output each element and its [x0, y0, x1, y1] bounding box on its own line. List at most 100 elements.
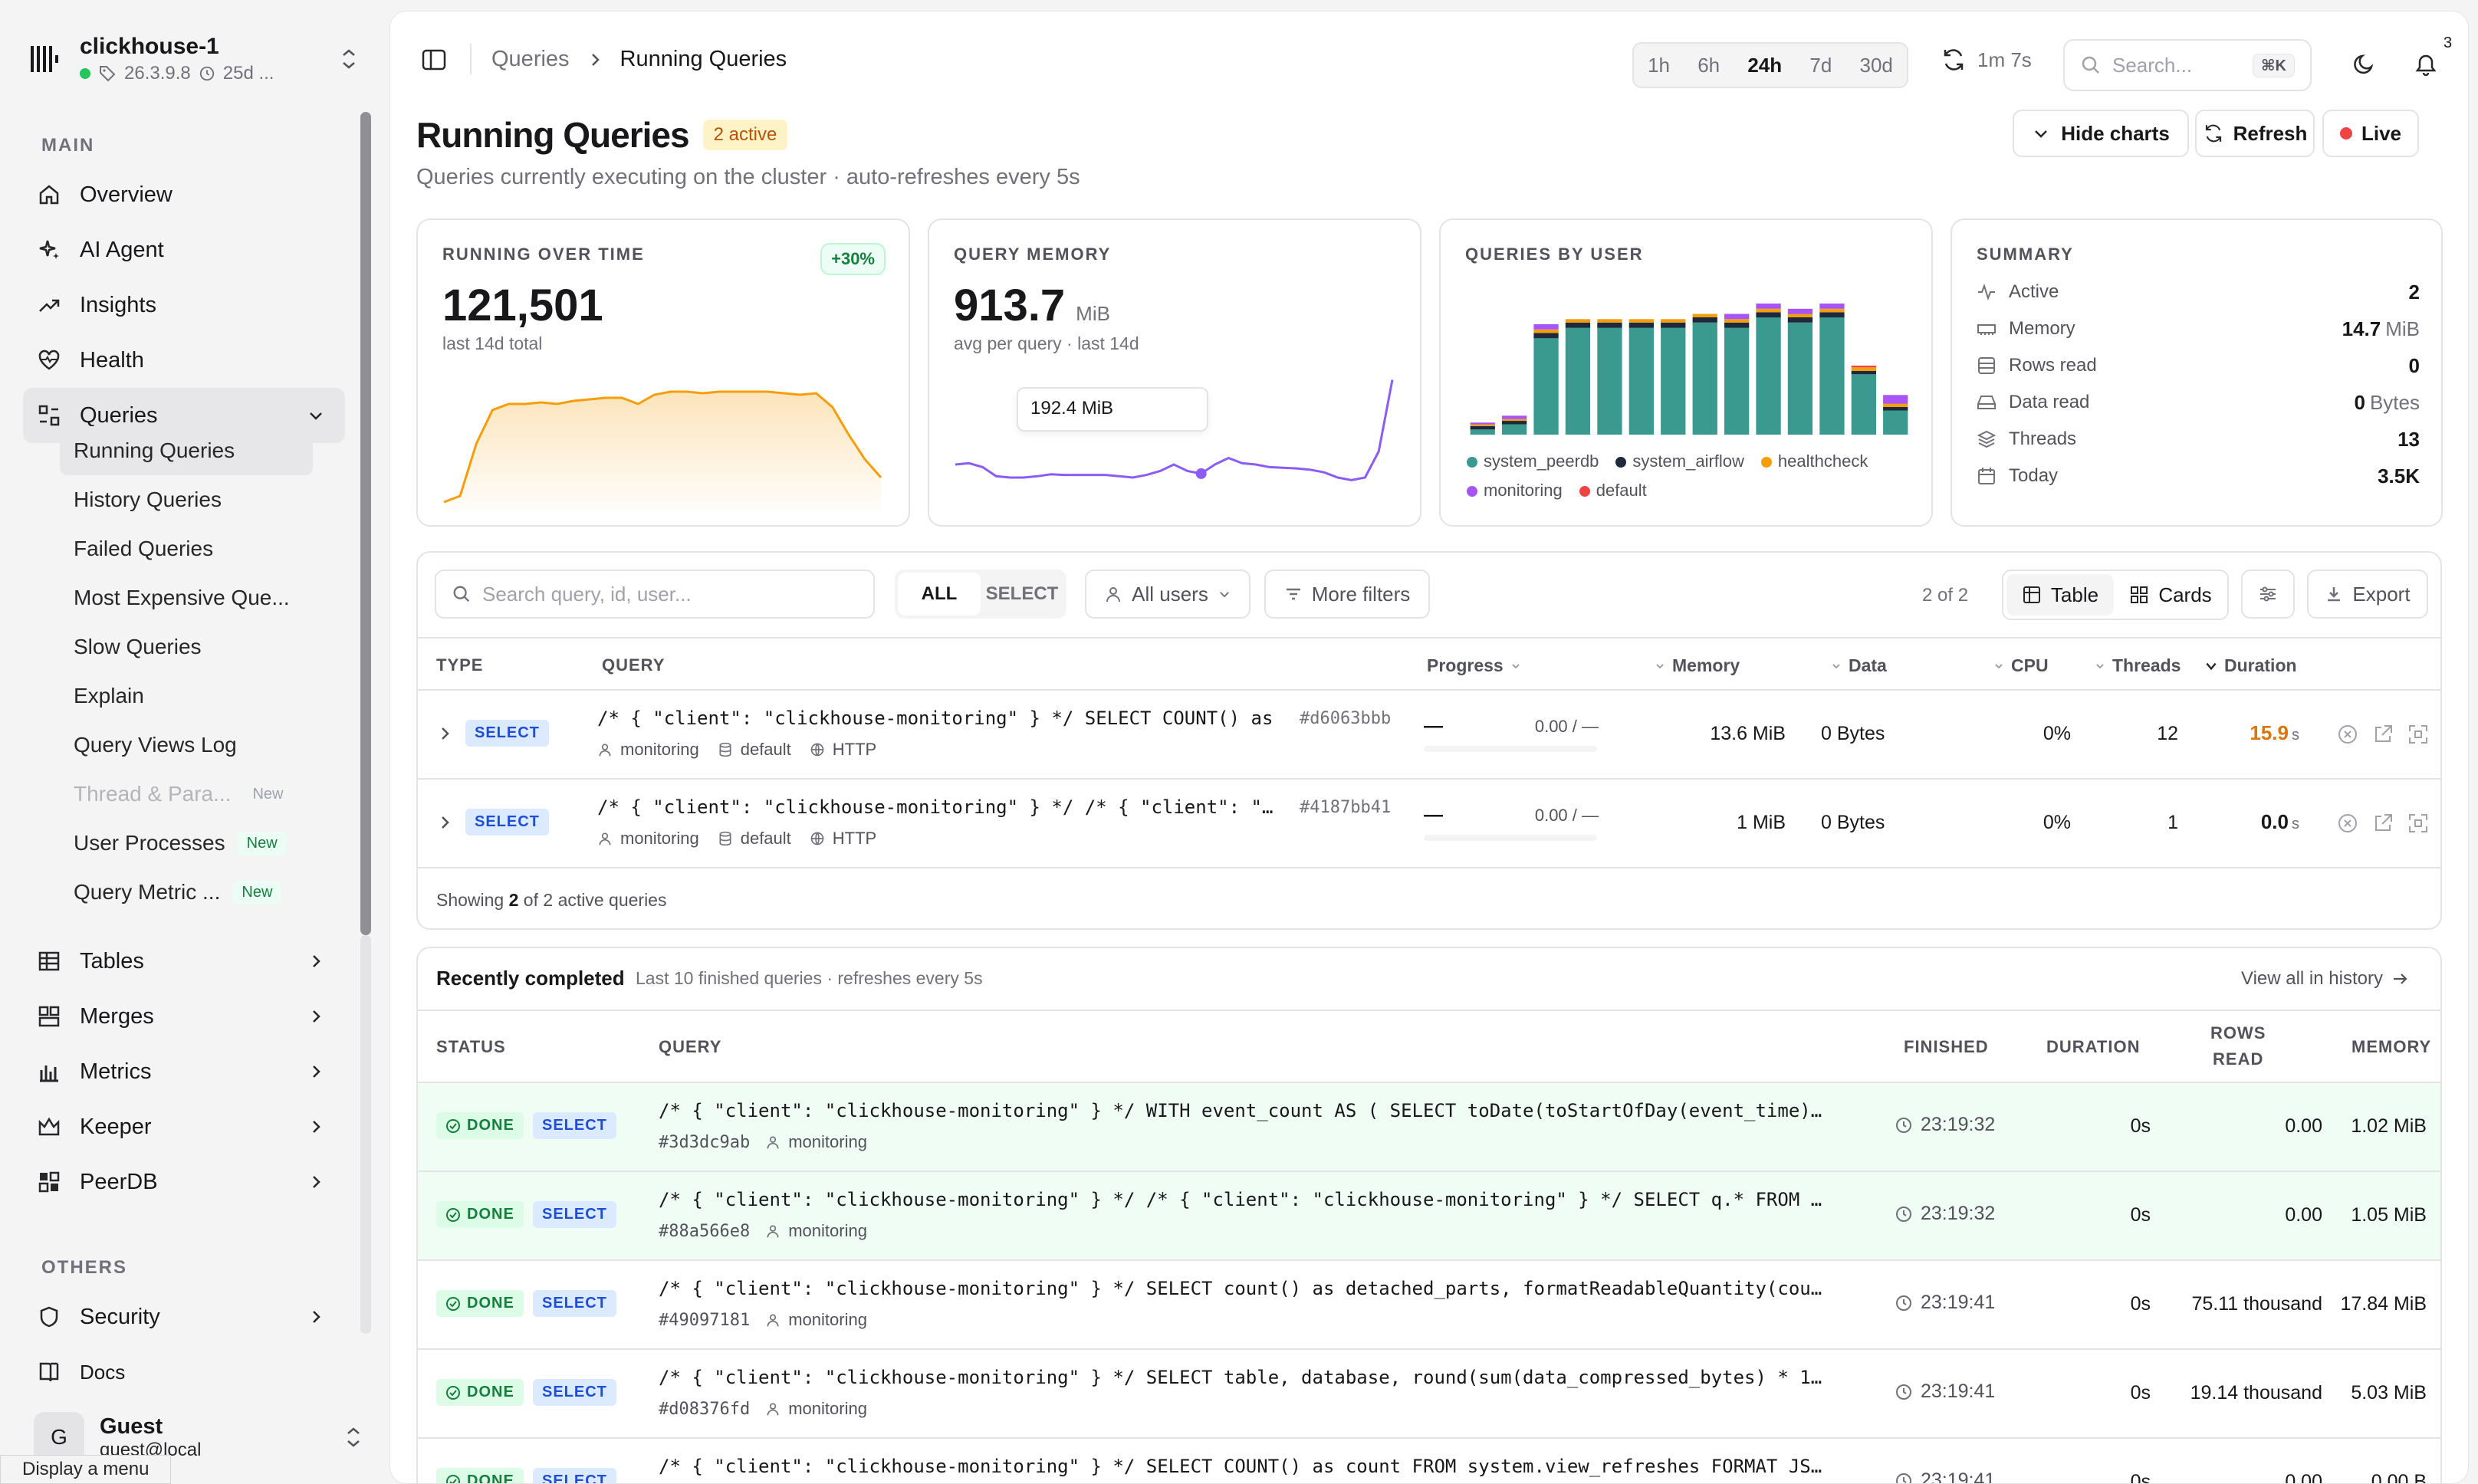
all-users-dropdown[interactable]: All users [1085, 570, 1251, 619]
sidebar-item-query-metric[interactable]: Query Metric ... New [60, 868, 313, 917]
table-row[interactable]: SELECT /* { "client": "clickhouse-monito… [418, 780, 2440, 868]
col-data[interactable]: Data [1830, 655, 1887, 676]
sidebar-item-most-expensive[interactable]: Most Expensive Que... [60, 573, 313, 622]
card-label: SUMMARY [1977, 245, 2074, 264]
query-text[interactable]: /* { "client": "clickhouse-monitoring" }… [659, 1456, 1822, 1477]
sidebar-item-ai-agent[interactable]: AI Agent [23, 222, 345, 277]
col-progress[interactable]: Progress [1427, 655, 1522, 676]
kill-query-icon[interactable] [2336, 812, 2359, 835]
sidebar-item-peerdb[interactable]: PeerDB [23, 1154, 345, 1210]
kill-query-icon[interactable] [2336, 723, 2359, 746]
sidebar-item-query-views-log[interactable]: Query Views Log [60, 721, 313, 770]
sidebar-toggle-icon[interactable] [421, 47, 447, 73]
col-memory[interactable]: MEMORY [2351, 1037, 2432, 1056]
clock-icon [1896, 1473, 1911, 1483]
sidebar-item-history-queries[interactable]: History Queries [60, 475, 313, 524]
sidebar-item-metrics[interactable]: Metrics [23, 1044, 345, 1099]
sidebar-item-health[interactable]: Health [23, 333, 345, 388]
sidebar-scrollbar[interactable] [360, 112, 371, 935]
external-link-icon[interactable] [2371, 812, 2394, 835]
sidebar-item-label: Insights [80, 292, 156, 317]
query-id[interactable]: #d6063bbb [1300, 709, 1392, 728]
sidebar-item-explain[interactable]: Explain [60, 671, 313, 721]
col-cpu[interactable]: CPU [1993, 655, 2049, 676]
external-link-icon[interactable] [2371, 723, 2394, 746]
expand-icon[interactable] [2407, 723, 2430, 746]
range-24h[interactable]: 24h [1747, 53, 1783, 77]
col-duration[interactable]: DURATION [2046, 1037, 2141, 1056]
refresh-button[interactable]: Refresh [2195, 110, 2315, 157]
query-text[interactable]: /* { "client": "clickhouse-monitoring" }… [659, 1189, 1822, 1210]
running-sub: last 14d total [442, 333, 543, 353]
card-label: QUERY MEMORY [954, 245, 1112, 264]
sidebar-item-user-processes[interactable]: User Processes New [60, 819, 313, 868]
view-all-history-link[interactable]: View all in history [2241, 968, 2409, 990]
expand-chevron-icon[interactable] [438, 813, 453, 832]
sidebar-item-overview[interactable]: Overview [23, 167, 345, 222]
table-row[interactable]: DONE SELECT /* { "client": "clickhouse-m… [418, 1083, 2440, 1172]
query-text[interactable]: /* { "client": "clickhouse-monitoring" }… [597, 708, 1274, 729]
query-id[interactable]: #49097181 [659, 1310, 751, 1330]
cluster-switcher[interactable]: clickhouse-1 26.3.9.8 25d ... [29, 34, 359, 84]
query-id[interactable]: #4187bb41 [1300, 798, 1392, 817]
col-type[interactable]: TYPE [436, 655, 484, 675]
live-toggle-button[interactable]: Live [2322, 110, 2419, 157]
search-icon [453, 586, 470, 602]
query-id[interactable]: #d08376fd [659, 1399, 751, 1419]
sidebar-item-security[interactable]: Security [23, 1289, 345, 1344]
col-status[interactable]: STATUS [436, 1037, 506, 1056]
table-row[interactable]: DONE SELECT /* { "client": "clickhouse-m… [418, 1261, 2440, 1350]
table-row[interactable]: DONE SELECT /* { "client": "clickhouse-m… [418, 1172, 2440, 1261]
cluster-name: clickhouse-1 [80, 34, 219, 59]
auto-refresh-button[interactable]: 1m 7s [1941, 47, 2032, 73]
chevron-right-icon [313, 955, 320, 967]
hide-charts-label: Hide charts [2061, 121, 2170, 145]
more-filters-button[interactable]: More filters [1264, 570, 1430, 619]
col-duration[interactable]: Duration [2204, 655, 2297, 676]
expand-chevron-icon[interactable] [438, 724, 453, 743]
col-rows-read[interactable]: ROWS READ [2210, 1023, 2266, 1069]
sidebar-item-insights[interactable]: Insights [23, 277, 345, 333]
range-30d[interactable]: 30d [1859, 53, 1893, 77]
query-text[interactable]: /* { "client": "clickhouse-monitoring" }… [597, 796, 1274, 818]
sidebar-item-docs[interactable]: Docs [23, 1344, 345, 1400]
sidebar-item-merges[interactable]: Merges [23, 989, 345, 1044]
sidebar-item-slow-queries[interactable]: Slow Queries [60, 622, 313, 671]
hide-charts-button[interactable]: Hide charts [2013, 110, 2189, 157]
range-6h[interactable]: 6h [1697, 53, 1720, 77]
sidebar-item-thread-parallel[interactable]: Thread & Para... New [60, 770, 313, 819]
col-memory[interactable]: Memory [1654, 655, 1740, 676]
table-row[interactable]: SELECT /* { "client": "clickhouse-monito… [418, 691, 2440, 780]
col-finished[interactable]: FINISHED [1904, 1037, 1989, 1056]
table-row[interactable]: DONE SELECT /* { "client": "clickhouse-m… [418, 1350, 2440, 1439]
query-text[interactable]: /* { "client": "clickhouse-monitoring" }… [659, 1100, 1822, 1121]
range-7d[interactable]: 7d [1809, 53, 1832, 77]
sidebar-item-failed-queries[interactable]: Failed Queries [60, 524, 313, 573]
range-1h[interactable]: 1h [1648, 53, 1671, 77]
notifications-bell-icon[interactable] [2413, 51, 2439, 77]
filter-all[interactable]: ALL [898, 573, 981, 616]
sidebar-item-keeper[interactable]: Keeper [23, 1099, 345, 1154]
query-id[interactable]: #3d3dc9ab [659, 1132, 751, 1152]
breadcrumb-parent[interactable]: Queries [491, 47, 570, 71]
view-cards-button[interactable]: Cards [2117, 574, 2224, 616]
table-row[interactable]: DONE SELECT /* { "client": "clickhouse-m… [418, 1439, 2440, 1483]
query-search-input[interactable]: Search query, id, user... [435, 570, 875, 619]
query-text[interactable]: /* { "client": "clickhouse-monitoring" }… [659, 1367, 1822, 1388]
global-search-input[interactable]: Search... ⌘K [2063, 39, 2312, 91]
column-settings-button[interactable] [2241, 570, 2295, 619]
view-table-button[interactable]: Table [2006, 574, 2114, 616]
col-query[interactable]: QUERY [659, 1037, 722, 1056]
sidebar-item-running-queries[interactable]: Running Queries [60, 426, 313, 475]
query-text[interactable]: /* { "client": "clickhouse-monitoring" }… [659, 1278, 1822, 1299]
filter-select[interactable]: SELECT [985, 583, 1059, 604]
expand-icon[interactable] [2407, 812, 2430, 835]
col-threads[interactable]: Threads [2094, 655, 2181, 676]
finished-cell: 23:19:32 [1895, 1203, 1995, 1225]
col-query[interactable]: QUERY [602, 655, 666, 675]
query-id[interactable]: #88a566e8 [659, 1221, 751, 1241]
sidebar-item-tables[interactable]: Tables [23, 934, 345, 989]
finished-cell: 23:19:41 [1895, 1381, 1995, 1403]
export-button[interactable]: Export [2307, 570, 2428, 619]
theme-toggle-moon-icon[interactable] [2351, 51, 2378, 77]
